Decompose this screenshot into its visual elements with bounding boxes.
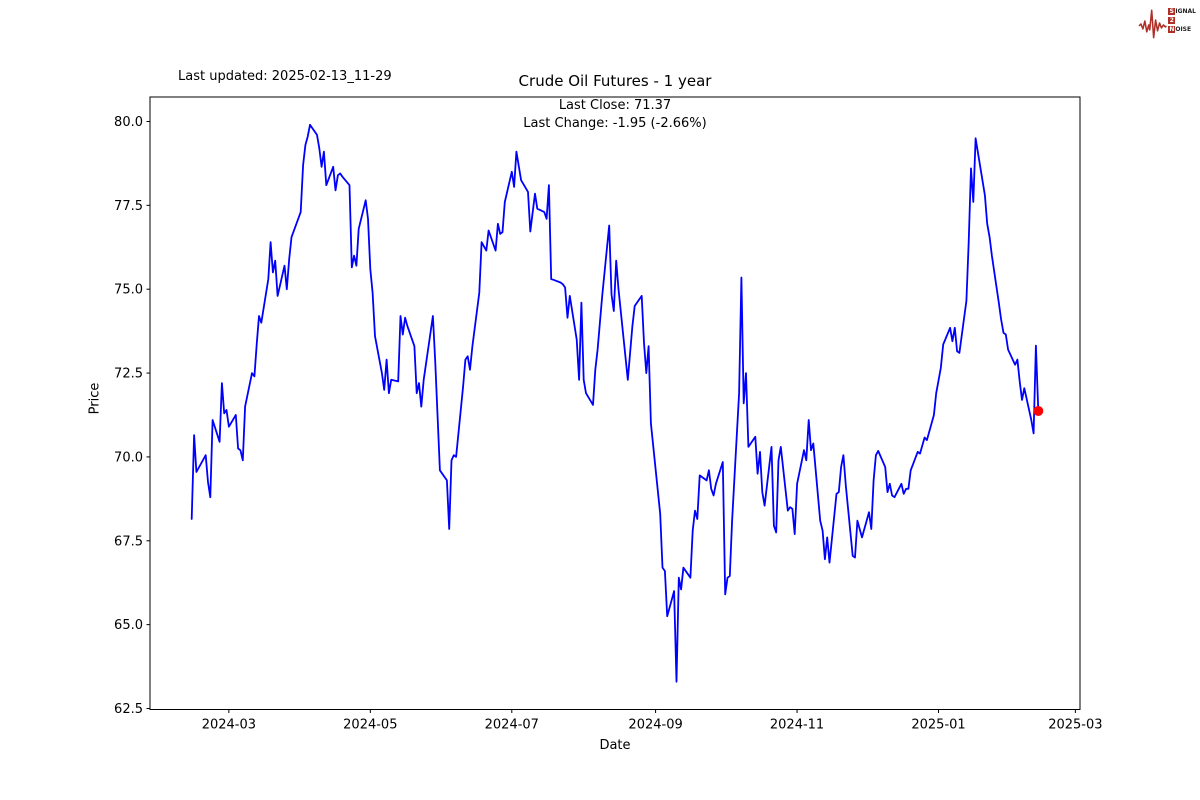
y-tick-label: 70.0 <box>114 450 143 465</box>
logo-word-2: 2 <box>1168 16 1196 24</box>
x-tick-label: 2024-07 <box>485 717 539 732</box>
logo-letterbox-n: N <box>1168 25 1176 33</box>
x-axis-label: Date <box>599 738 631 753</box>
chart-title: Crude Oil Futures - 1 year <box>518 72 712 90</box>
x-tick-label: 2024-03 <box>202 717 256 732</box>
logo-word-noise: N OISE <box>1168 25 1192 33</box>
price-line <box>190 123 1040 683</box>
y-tick-label: 62.5 <box>114 702 143 717</box>
last-updated-text: Last updated: 2025-02-13_11-29 <box>178 69 392 84</box>
y-tick-label: 77.5 <box>114 199 143 214</box>
y-tick-label: 67.5 <box>114 534 143 549</box>
logo-letterbox-s: S <box>1168 7 1176 15</box>
y-tick-label: 65.0 <box>114 618 143 633</box>
x-tick-label: 2024-11 <box>770 717 824 732</box>
y-tick-label: 80.0 <box>114 115 143 130</box>
last-price-dot <box>1033 405 1044 416</box>
y-tick-label: 72.5 <box>114 367 143 382</box>
y-tick-label: 75.0 <box>114 283 143 298</box>
last-change-annotation: Last Change: -1.95 (-2.66%) <box>523 116 707 131</box>
logo-letterbox-2: 2 <box>1168 16 1176 24</box>
last-close-annotation: Last Close: 71.37 <box>558 98 672 113</box>
x-tick-label: 2024-09 <box>628 717 682 732</box>
x-tick-label: 2024-05 <box>343 717 397 732</box>
axes-spines <box>149 96 1081 710</box>
x-tick-label: 2025-01 <box>911 717 965 732</box>
x-tick-label: 2025-03 <box>1048 717 1102 732</box>
logo-wordmark: S IGNAL 2 N OISE <box>1168 7 1196 33</box>
waveform-icon <box>1138 9 1167 39</box>
logo-word-signal: S IGNAL <box>1168 7 1196 15</box>
signal2noise-logo: S IGNAL 2 N OISE <box>1138 3 1196 45</box>
